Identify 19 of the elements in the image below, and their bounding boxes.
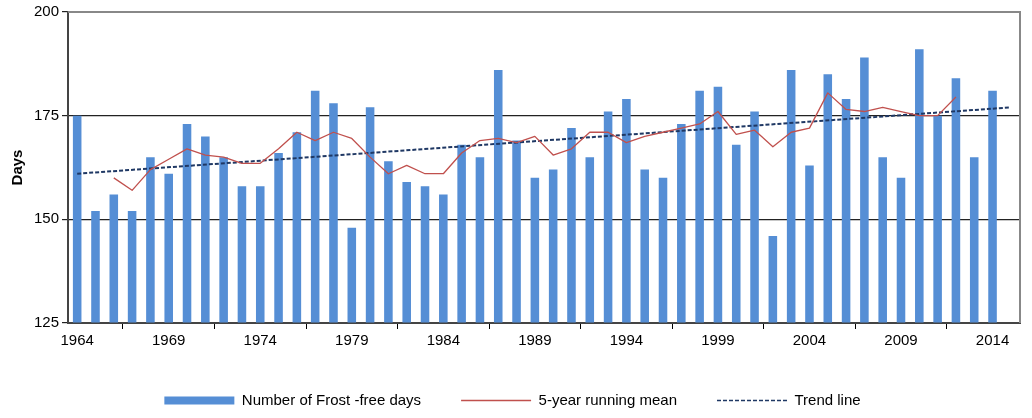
- legend-label: Trend line: [794, 390, 861, 408]
- x-tick-label: 1964: [60, 331, 94, 349]
- legend-label: Number of Frost -free days: [241, 390, 422, 408]
- y-axis-title: Days: [8, 149, 26, 186]
- x-tick-label: 1969: [152, 331, 186, 349]
- x-tick-label: 2009: [884, 331, 918, 349]
- x-tick-label: 1999: [701, 331, 735, 349]
- x-tick-label: 1989: [518, 331, 552, 349]
- x-tick-label: 1994: [609, 331, 644, 349]
- y-tick-label: 175: [34, 105, 60, 123]
- y-tick-label: 150: [34, 209, 60, 227]
- x-tick-label: 2004: [792, 331, 827, 349]
- y-tick-label: 200: [34, 2, 60, 20]
- y-tick-label: 125: [34, 313, 60, 331]
- x-tick-label: 1984: [426, 331, 461, 349]
- legend-label: 5-year running mean: [538, 390, 677, 408]
- x-tick-label: 1974: [243, 331, 277, 349]
- x-tick-label: 1979: [335, 331, 369, 349]
- x-tick-label: 2014: [975, 331, 1010, 349]
